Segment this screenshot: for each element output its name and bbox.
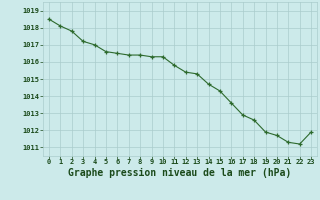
X-axis label: Graphe pression niveau de la mer (hPa): Graphe pression niveau de la mer (hPa)	[68, 168, 292, 178]
